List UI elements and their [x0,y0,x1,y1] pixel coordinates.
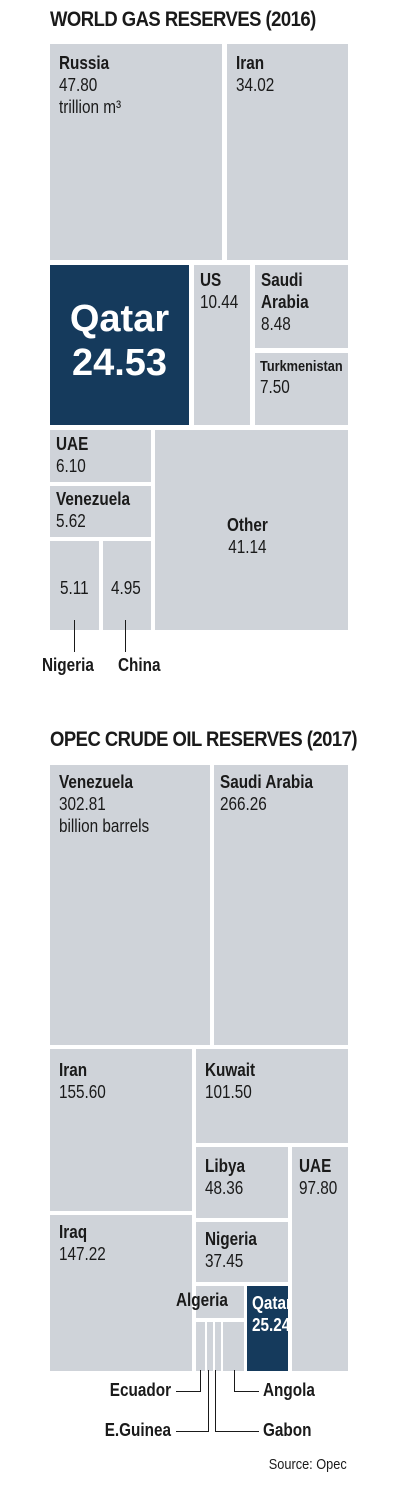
oil-value-venezuela: 302.81 [59,794,106,814]
oil-eguinea-leader-h [176,1431,209,1432]
gas-label-us: US [200,270,222,290]
oil-label-ecuador: Ecuador [109,1380,171,1400]
oil-label-algeria: Algeria [176,1290,228,1310]
oil-label-nigeria: Nigeria [205,1229,257,1249]
oil-tile-algeria [196,1286,244,1318]
gas-unit-label: trillion m³ [59,97,122,117]
gas-nigeria-leader [74,620,75,652]
gas-label-russia: Russia [59,53,110,73]
gas-label-iran: Iran [236,53,265,73]
gas-tile-russia: Russia 47.80 trillion m³ [50,44,222,260]
gas-value-us: 10.44 [200,292,239,312]
oil-value-nigeria: 37.45 [205,1251,244,1271]
gas-tile-turkmenistan: Turkmenistan 7.50 [255,353,348,425]
oil-tile-iraq: Iraq 147.22 [50,1215,192,1371]
oil-label-kuwait: Kuwait [205,1060,256,1080]
oil-label-libya: Libya [205,1156,245,1176]
gas-tile-saudi-arabia: Saudi Arabia 8.48 [255,265,348,348]
gas-tile-us: US 10.44 [194,265,250,425]
gas-tile-venezuela: Venezuela 5.62 [50,486,151,537]
gas-value-other: 41.14 [228,537,267,557]
gas-value-uae: 6.10 [56,456,86,476]
oil-value-qatar: 25.24 [252,1315,291,1335]
gas-label-venezuela: Venezuela [56,489,130,509]
oil-ecuador-leader-v [200,1370,201,1392]
gas-tile-qatar: Qatar 24.53 [50,265,189,425]
gas-label-china: China [118,655,161,675]
oil-eguinea-leader-v [208,1370,209,1432]
gas-china-leader [125,620,126,652]
gas-value-russia: 47.80 [59,75,98,95]
oil-tile-iran: Iran 155.60 [50,1049,192,1211]
gas-value-venezuela: 5.62 [56,511,86,531]
gas-tile-china: 4.95 [103,541,151,630]
oil-label-gabon: Gabon [263,1420,312,1440]
gas-chart-title: WORLD GAS RESERVES (2016) [50,8,316,31]
oil-tile-ecuador [196,1322,205,1371]
oil-label-venezuela: Venezuela [59,772,133,792]
oil-tile-gabon [215,1322,221,1371]
gas-label-nigeria: Nigeria [42,655,94,675]
oil-label-iran: Iran [59,1060,88,1080]
oil-label-qatar: Qatar [252,1293,292,1313]
oil-tile-uae: UAE 97.80 [292,1147,348,1371]
oil-value-libya: 48.36 [205,1178,244,1198]
gas-label-uae: UAE [56,434,89,454]
gas-value-qatar: 24.53 [71,342,168,384]
oil-label-iraq: Iraq [59,1222,88,1242]
gas-label-turkmenistan: Turkmenistan [260,358,343,375]
oil-tile-kuwait: Kuwait 101.50 [196,1049,348,1143]
oil-label-saudi-arabia: Saudi Arabia [220,772,313,792]
oil-value-iran: 155.60 [59,1082,106,1102]
oil-label-eguinea: E.Guinea [104,1420,171,1440]
oil-angola-leader-h [234,1391,259,1392]
oil-tile-qatar: Qatar 25.24 [247,1286,292,1371]
oil-value-iraq: 147.22 [59,1244,106,1264]
gas-tile-nigeria: 5.11 [50,541,99,630]
gas-tile-other: Other 41.14 [155,430,348,630]
oil-ecuador-leader-h [176,1391,201,1392]
gas-tile-uae: UAE 6.10 [50,430,151,482]
gas-value-turkmenistan: 7.50 [260,377,290,397]
gas-tile-iran: Iran 34.02 [227,44,348,260]
oil-tile-saudi-arabia: Saudi Arabia 266.26 [214,765,348,1045]
oil-gabon-leader-h [215,1431,259,1432]
oil-angola-leader-v [234,1370,235,1392]
oil-value-kuwait: 101.50 [205,1082,252,1102]
oil-tile-libya: Libya 48.36 [196,1147,288,1218]
oil-value-uae: 97.80 [299,1178,338,1198]
gas-value-iran: 34.02 [236,75,275,95]
oil-label-uae: UAE [299,1156,332,1176]
oil-label-angola: Angola [263,1380,315,1400]
gas-value-china: 4.95 [111,578,141,598]
oil-tile-venezuela: Venezuela 302.81 billion barrels [50,765,210,1045]
oil-chart-title: OPEC CRUDE OIL RESERVES (2017) [50,728,358,751]
oil-tile-angola [223,1322,244,1371]
oil-unit-label: billion barrels [59,816,150,836]
oil-gabon-leader-v [215,1370,216,1432]
gas-label-other: Other [227,515,268,535]
gas-label-saudi-arabia: Saudi Arabia [261,270,309,312]
source-note: Source: Opec [269,1456,347,1473]
gas-value-saudi-arabia: 8.48 [261,314,291,334]
oil-tile-nigeria: Nigeria 37.45 [196,1222,288,1282]
gas-value-nigeria: 5.11 [60,578,89,598]
oil-value-saudi-arabia: 266.26 [220,794,267,814]
gas-label-qatar: Qatar [69,298,170,340]
oil-tile-eguinea [207,1322,213,1371]
